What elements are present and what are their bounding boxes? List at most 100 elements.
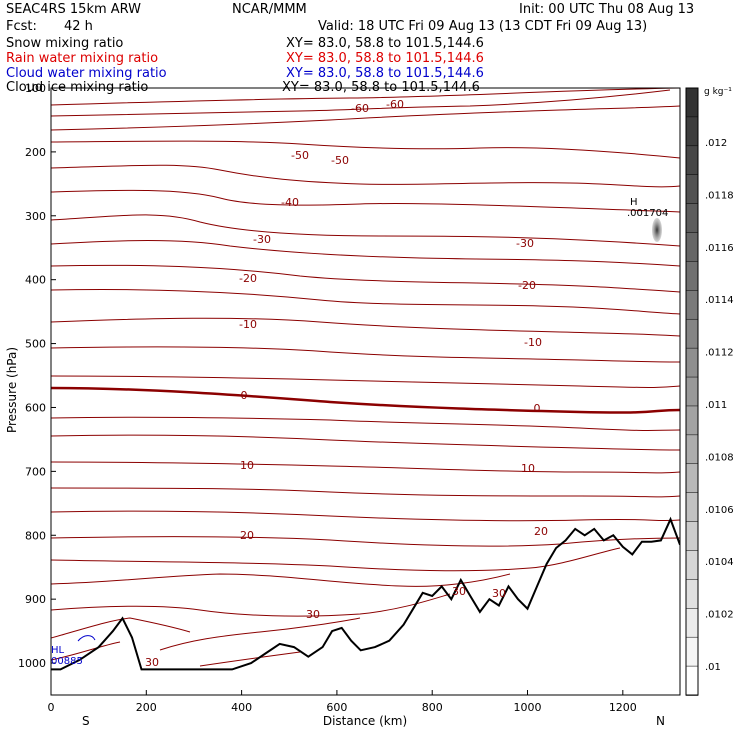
x-tick-label: 400 xyxy=(231,701,252,714)
min-letter: HL xyxy=(51,645,65,656)
colorbar-swatch xyxy=(685,608,699,638)
colorbar-swatch xyxy=(685,665,699,696)
colorbar-swatch xyxy=(685,521,699,552)
plot-frame xyxy=(50,87,681,696)
colorbar-swatch xyxy=(685,376,699,407)
isotherm-label: 0 xyxy=(534,402,541,415)
y-tick-label: 700 xyxy=(25,465,46,478)
colorbar-label: .011 xyxy=(705,400,727,411)
isotherm-label: -10 xyxy=(239,318,257,331)
isotherm-label: 30 xyxy=(145,656,159,669)
y-tick-label: 200 xyxy=(25,146,46,159)
x-tick-label: 200 xyxy=(136,701,157,714)
x-tick-label: 800 xyxy=(422,701,443,714)
colorbar-swatch xyxy=(685,550,699,581)
colorbar-label: .0108 xyxy=(705,452,734,463)
colorbar-swatch xyxy=(685,203,699,234)
x-tick-label: 0 xyxy=(48,701,55,714)
colorbar-swatch xyxy=(685,174,699,205)
colorbar-label: .0104 xyxy=(705,557,734,568)
x-end-right: N xyxy=(656,714,665,728)
field-name: Rain water mixing ratio xyxy=(6,51,159,66)
colorbar-swatch xyxy=(685,347,699,378)
isotherm-label: -50 xyxy=(331,154,349,167)
x-end-left: S xyxy=(82,714,90,728)
colorbar-swatch xyxy=(685,636,699,667)
y-tick-label: 1000 xyxy=(18,657,46,670)
freezing-level-line xyxy=(51,386,680,414)
cloud-ice-maximum-cell xyxy=(652,218,662,242)
field-name: Snow mixing ratio xyxy=(6,36,124,51)
isotherm-label: -30 xyxy=(516,237,534,250)
y-axis: 100 200 300 400 500 600 700 800 900 1000 xyxy=(18,82,56,670)
y-tick-label: 800 xyxy=(25,529,46,542)
colorbar-unit: g kg⁻¹ xyxy=(704,87,732,97)
colorbar-swatch xyxy=(685,318,699,349)
colorbar-label: .0106 xyxy=(705,505,734,516)
isotherm-label: 30 xyxy=(452,585,466,598)
y-tick-label: 300 xyxy=(25,210,46,223)
colorbar-swatch xyxy=(685,463,699,494)
colorbar: .012 .0118 .0116 .0114 .0112 .011 .0108 .0106 .0… xyxy=(685,87,734,696)
x-tick-label: 1000 xyxy=(514,701,542,714)
org-label: NCAR/MMM xyxy=(232,2,307,17)
init-time: Init: 00 UTC Thu 08 Aug 13 xyxy=(519,2,695,17)
field-xy: XY= 83.0, 58.8 to 101.5,144.6 xyxy=(282,80,480,95)
y-tick-label: 500 xyxy=(25,338,46,351)
isotherm-label: -10 xyxy=(524,336,542,349)
colorbar-swatch xyxy=(685,232,699,263)
colorbar-swatch xyxy=(685,434,699,465)
isotherm-label: -40 xyxy=(281,196,299,209)
model-title: SEAC4RS 15km ARW xyxy=(6,2,142,17)
y-tick-label: 900 xyxy=(25,593,46,606)
y-tick-label: 400 xyxy=(25,274,46,287)
x-tick-label: 1200 xyxy=(609,701,637,714)
terrain-profile xyxy=(51,516,680,671)
colorbar-label: .012 xyxy=(705,138,727,149)
colorbar-frame xyxy=(685,87,699,696)
colorbar-label: .0114 xyxy=(705,295,734,306)
colorbar-label: .0116 xyxy=(705,243,734,254)
y-tick-label: 600 xyxy=(25,401,46,414)
colorbar-label: .0112 xyxy=(705,348,734,359)
cloud-water-contour xyxy=(77,635,96,642)
field-xy: XY= 83.0, 58.8 to 101.5,144.6 xyxy=(286,51,484,66)
isotherm-label: 30 xyxy=(306,608,320,621)
colorbar-swatch xyxy=(685,290,699,320)
field-name: Cloud ice mixing ratio xyxy=(6,80,149,95)
isotherm-label: 20 xyxy=(534,525,548,538)
min-value: 00885 xyxy=(51,656,83,667)
colorbar-swatch xyxy=(685,145,699,176)
isotherm-lines xyxy=(51,88,680,667)
field-name: Cloud water mixing ratio xyxy=(6,66,167,81)
valid-time: Valid: 18 UTC Fri 09 Aug 13 (13 CDT Fri … xyxy=(318,19,648,34)
colorbar-label: .0118 xyxy=(705,190,734,201)
isotherm-label: -20 xyxy=(518,279,536,292)
colorbar-swatch xyxy=(685,492,699,523)
colorbar-label: .0102 xyxy=(705,610,734,621)
max-value: .001704 xyxy=(627,208,668,219)
colorbar-swatch xyxy=(685,261,699,292)
forecast-label: Fcst: xyxy=(6,19,37,34)
isotherm-label: 0 xyxy=(241,389,248,402)
isotherm-label: 30 xyxy=(492,587,506,600)
isotherm-label: 10 xyxy=(521,462,535,475)
isotherm-label: 20 xyxy=(240,529,254,542)
forecast-hour: 42 h xyxy=(64,19,93,34)
isotherm-label: -60 xyxy=(351,102,369,115)
isotherm-label: -50 xyxy=(291,149,309,162)
x-axis-label: Distance (km) xyxy=(323,714,407,728)
max-letter: H xyxy=(630,197,638,208)
field-xy: XY= 83.0, 58.8 to 101.5,144.6 xyxy=(286,36,484,51)
y-axis-label: Pressure (hPa) xyxy=(5,347,19,433)
contour-labels: -60 -60 -50 -50 -40 -30 -30 -20 -20 -10 -10 0 0 10 10 2… xyxy=(145,98,548,669)
isotherm-label: -60 xyxy=(386,98,404,111)
colorbar-swatch xyxy=(685,579,699,610)
field-xy: XY= 83.0, 58.8 to 101.5,144.6 xyxy=(286,66,484,81)
isotherm-label: -30 xyxy=(253,233,271,246)
colorbar-label: .01 xyxy=(705,662,721,673)
y-tick-label: 100 xyxy=(25,82,46,95)
x-axis: 0 200 400 600 800 1000 1200 xyxy=(48,690,637,714)
isotherm-label: 10 xyxy=(240,459,254,472)
